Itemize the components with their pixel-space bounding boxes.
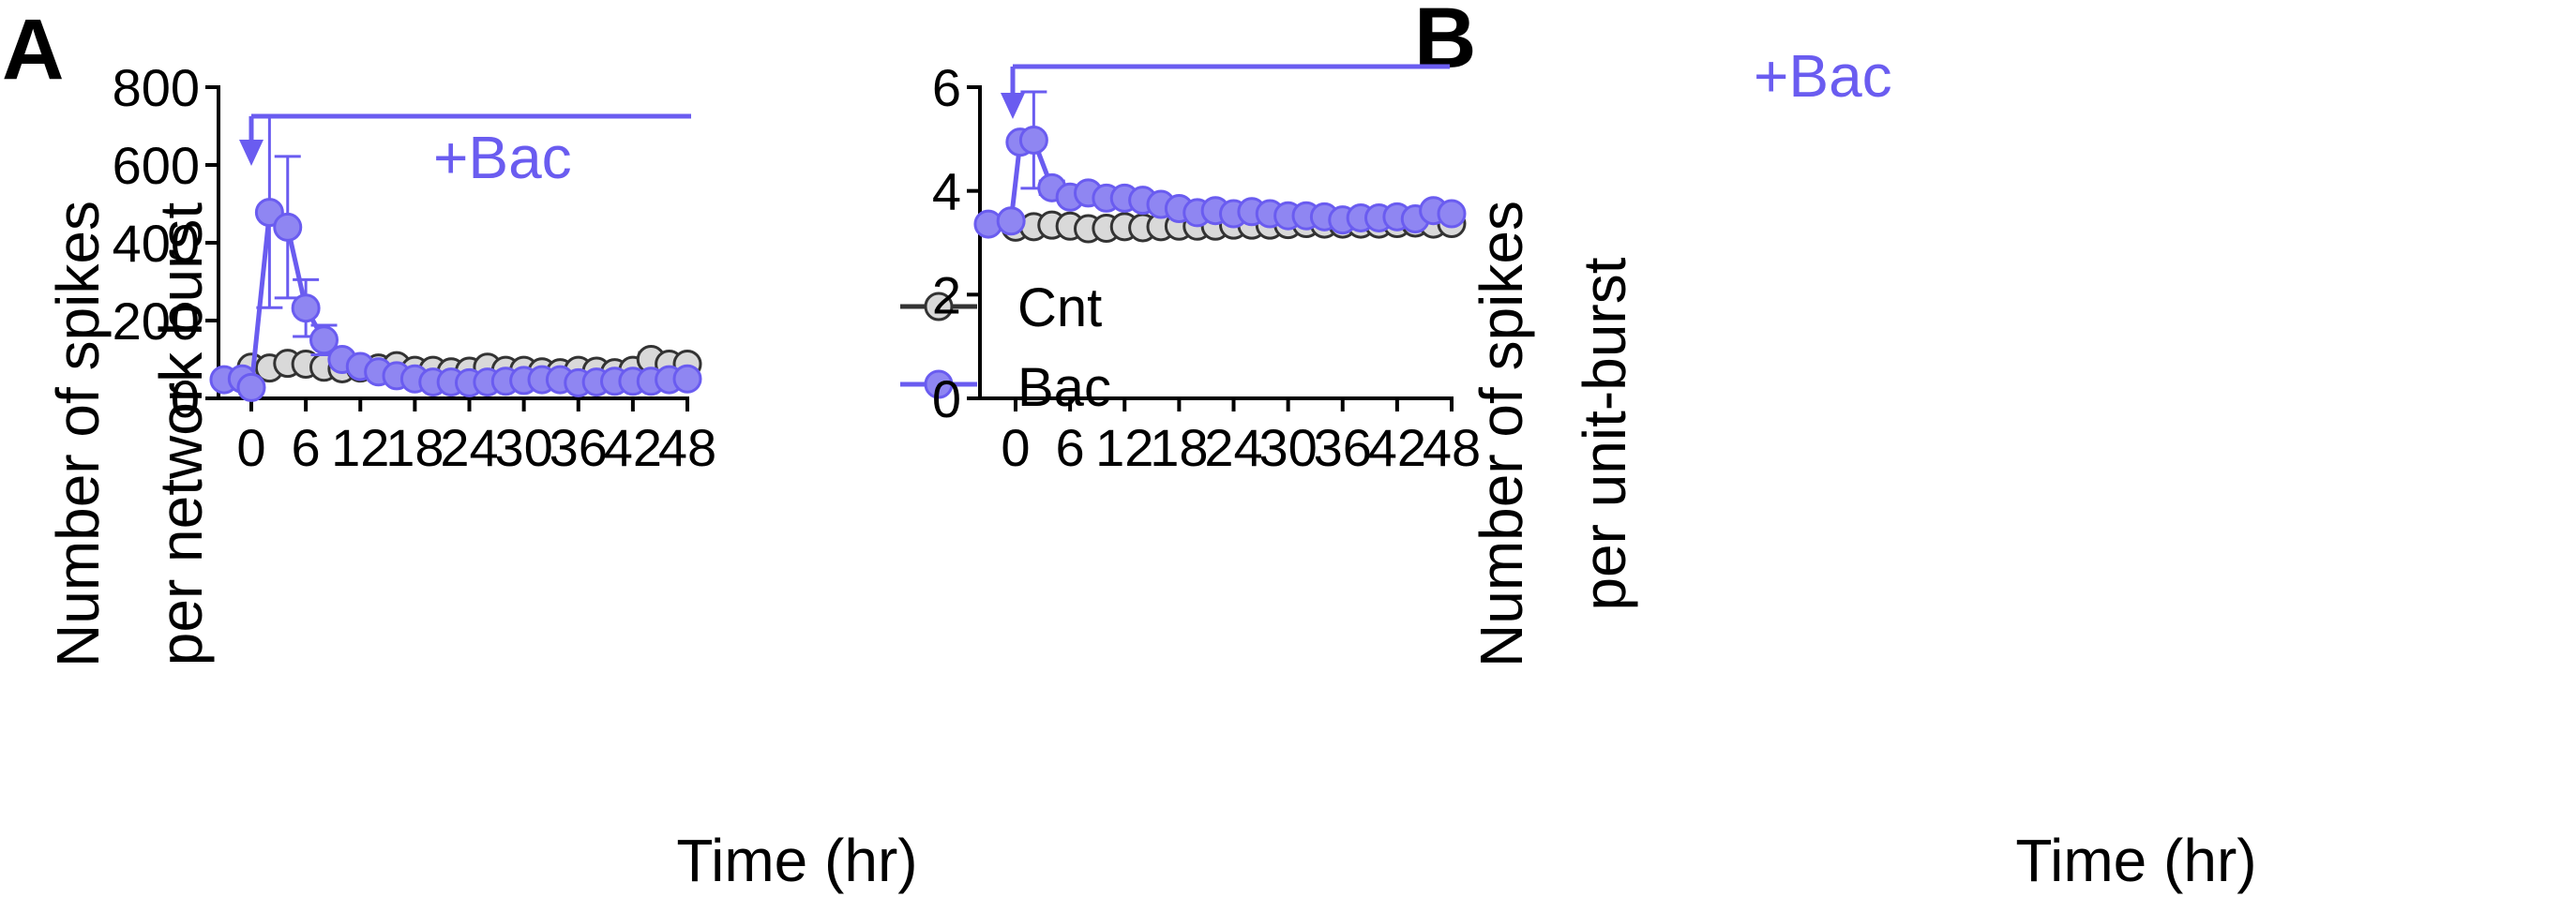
legend-marker-bac <box>924 369 954 399</box>
panel-b-y-tick-label: 0 <box>932 369 961 428</box>
panel-a-point-bac <box>309 325 339 355</box>
panel-b-x-tick-label: 6 <box>1056 418 1085 477</box>
panel-a-point-bac <box>236 372 266 402</box>
panel-b: B Number of spikes per unit-burst Time (… <box>932 0 2257 894</box>
panel-a-series-bac <box>209 115 702 402</box>
panel-b-x-tick-label: 30 <box>1258 418 1317 477</box>
panel-b-y-tick-label: 4 <box>932 162 961 221</box>
panel-b-y-title-line1: Number of spikes <box>1468 201 1535 667</box>
panel-a-arrow-head <box>239 140 264 166</box>
panel-b-series-bac <box>973 90 1467 239</box>
panel-b-y-title-line2: per unit-burst <box>1571 257 1638 610</box>
panel-a: A Number of spikes per network burst Tim… <box>2 2 1111 894</box>
panel-a-y-tick-label: 200 <box>113 292 200 351</box>
panel-b-treatment-annotation: +Bac <box>1001 42 1892 119</box>
panel-b-x-tick-label: 18 <box>1150 418 1208 477</box>
panel-b-point-bac <box>996 206 1026 236</box>
panel-a-x-tick-label: 36 <box>550 418 608 477</box>
panel-b-arrow-head <box>1001 93 1025 119</box>
panel-a-y-tick-label: 800 <box>113 58 200 117</box>
panel-a-x-tick-label: 48 <box>658 418 716 477</box>
panel-a-y-title-line1: Number of spikes <box>44 201 112 667</box>
panel-a-x-tick-label: 6 <box>292 418 321 477</box>
panel-b-point-bac <box>1018 125 1048 155</box>
panel-b-x-tick-label: 42 <box>1368 418 1426 477</box>
panel-a-x-tick-label: 24 <box>440 418 498 477</box>
panel-a-y-title: Number of spikes per network burst <box>44 201 215 667</box>
panel-a-x-tick-label: 30 <box>494 418 552 477</box>
panel-b-point-bac <box>1437 199 1467 229</box>
panel-b-y-title: Number of spikes per unit-burst <box>1468 201 1638 667</box>
panel-a-x-tick-label: 0 <box>236 418 265 477</box>
panel-b-x-tick-label: 0 <box>1001 418 1030 477</box>
panel-a-x-tick-label: 12 <box>331 418 389 477</box>
panel-a-x-title: Time (hr) <box>676 827 917 894</box>
panel-a-point-bac <box>672 364 702 394</box>
legend-label-cnt: Cnt <box>1017 277 1102 338</box>
panel-b-letter: B <box>1414 0 1476 86</box>
legend-label-bac: Bac <box>1017 357 1111 418</box>
panel-b-data <box>973 90 1467 244</box>
panel-b-y-tick-label: 6 <box>932 58 961 117</box>
panel-a-legend: Cnt Bac <box>900 277 1111 418</box>
panel-b-x-title: Time (hr) <box>2015 827 2256 894</box>
panel-a-y-tick-label: 0 <box>171 369 200 428</box>
panel-a-treatment-annotation: +Bac <box>239 113 691 191</box>
panel-b-bac-label: +Bac <box>1754 42 1892 110</box>
panel-a-x-tick-label: 42 <box>604 418 662 477</box>
panel-a-x-tick-label: 18 <box>385 418 444 477</box>
panel-b-y-tick-label: 2 <box>932 265 961 324</box>
panel-b-x-tick-label: 36 <box>1314 418 1372 477</box>
panel-b-x-tick-label: 48 <box>1423 418 1481 477</box>
panel-a-point-bac <box>273 212 303 242</box>
panel-a-letter: A <box>2 2 64 97</box>
panel-a-data <box>209 115 702 402</box>
panel-a-y-tick-label: 400 <box>113 214 200 273</box>
panel-a-y-title-line2: per network burst <box>147 202 215 666</box>
panel-b-x-tick-label: 24 <box>1204 418 1262 477</box>
panel-a-bac-label: +Bac <box>433 124 572 191</box>
panel-a-point-bac <box>291 293 321 323</box>
panel-b-x-tick-label: 12 <box>1095 418 1153 477</box>
legend-marker-cnt <box>924 292 954 321</box>
panel-a-y-tick-label: 600 <box>113 136 200 195</box>
